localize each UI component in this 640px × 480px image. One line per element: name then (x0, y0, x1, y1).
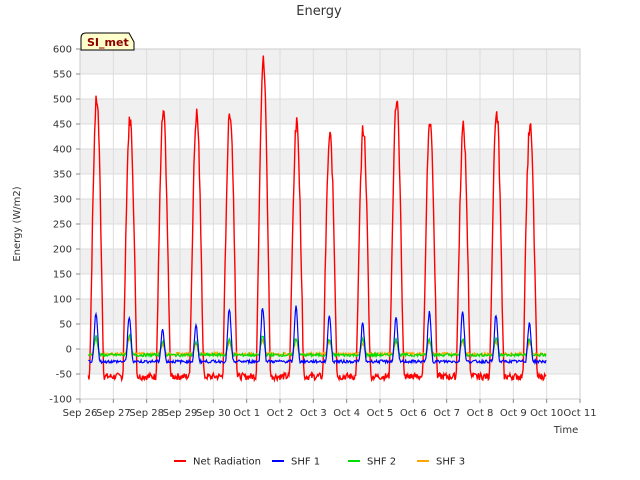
plot-band (80, 374, 580, 399)
series-line-shf-1 (88, 305, 547, 366)
y-tick-label: -100 (49, 395, 72, 406)
chart-title: Energy (296, 4, 342, 19)
y-tick-label: 550 (53, 70, 72, 81)
x-axis-title: Time (553, 425, 578, 436)
x-tick-label: Oct 1 (233, 408, 260, 419)
x-tick-label: Oct 5 (367, 408, 394, 419)
legend-label: SHF 2 (367, 457, 396, 468)
site-label: SI_met (87, 36, 129, 49)
x-tick-label: Oct 2 (267, 408, 294, 419)
y-tick-label: 100 (53, 295, 72, 306)
x-tick-label: Oct 3 (300, 408, 327, 419)
plot-band (80, 99, 580, 124)
legend-label: SHF 1 (291, 457, 320, 468)
plot-band (80, 324, 580, 349)
site-label-box: SI_met (80, 32, 135, 51)
y-axis-title: Energy (W/m2) (12, 186, 23, 261)
plot-band (80, 74, 580, 99)
plot-band (80, 49, 580, 74)
x-tick-label: Oct 10 (530, 408, 563, 419)
x-tick-label: Oct 9 (500, 408, 527, 419)
plot-band (80, 199, 580, 224)
site-label-background (80, 32, 135, 51)
y-tick-label: 200 (53, 245, 72, 256)
plot-band (80, 149, 580, 174)
y-tick-label: 150 (53, 270, 72, 281)
plot-band (80, 224, 580, 249)
plot-band (80, 349, 580, 374)
legend-label: SHF 3 (436, 457, 465, 468)
y-tick-label: 0 (66, 345, 72, 356)
plot-band (80, 274, 580, 299)
legend-label: Net Radiation (193, 457, 261, 468)
plot-band (80, 249, 580, 274)
y-tick-label: 300 (53, 195, 72, 206)
y-tick-label: 250 (53, 220, 72, 231)
x-tick-label: Oct 7 (433, 408, 460, 419)
y-tick-label: 450 (53, 120, 72, 131)
y-tick-label: 50 (59, 320, 72, 331)
y-axis-ticks: -100 -50 0 50 100 150 200 250 300 350 400 450 500 550… (49, 45, 80, 406)
x-tick-label: Oct 11 (563, 408, 596, 419)
y-tick-label: 350 (53, 170, 72, 181)
x-tick-label: Sep 26 (63, 408, 98, 419)
x-tick-label: Oct 6 (400, 408, 427, 419)
plot-background-bands (80, 49, 580, 399)
x-tick-label: Sep 30 (196, 408, 231, 419)
y-tick-label: 400 (53, 145, 72, 156)
x-tick-label: Oct 4 (333, 408, 360, 419)
x-tick-label: Sep 29 (163, 408, 198, 419)
y-tick-label: 500 (53, 95, 72, 106)
y-tick-label: -50 (56, 370, 72, 381)
plot-band (80, 174, 580, 199)
y-tick-label: 600 (53, 45, 72, 56)
series-layer (87, 55, 547, 383)
legend: Net Radiation SHF 1 SHF 2 SHF 3 (174, 457, 465, 468)
x-tick-label: Sep 28 (129, 408, 164, 419)
series-line-net-radiation (87, 55, 547, 383)
x-tick-label: Sep 27 (96, 408, 131, 419)
x-tick-label: Oct 8 (467, 408, 494, 419)
